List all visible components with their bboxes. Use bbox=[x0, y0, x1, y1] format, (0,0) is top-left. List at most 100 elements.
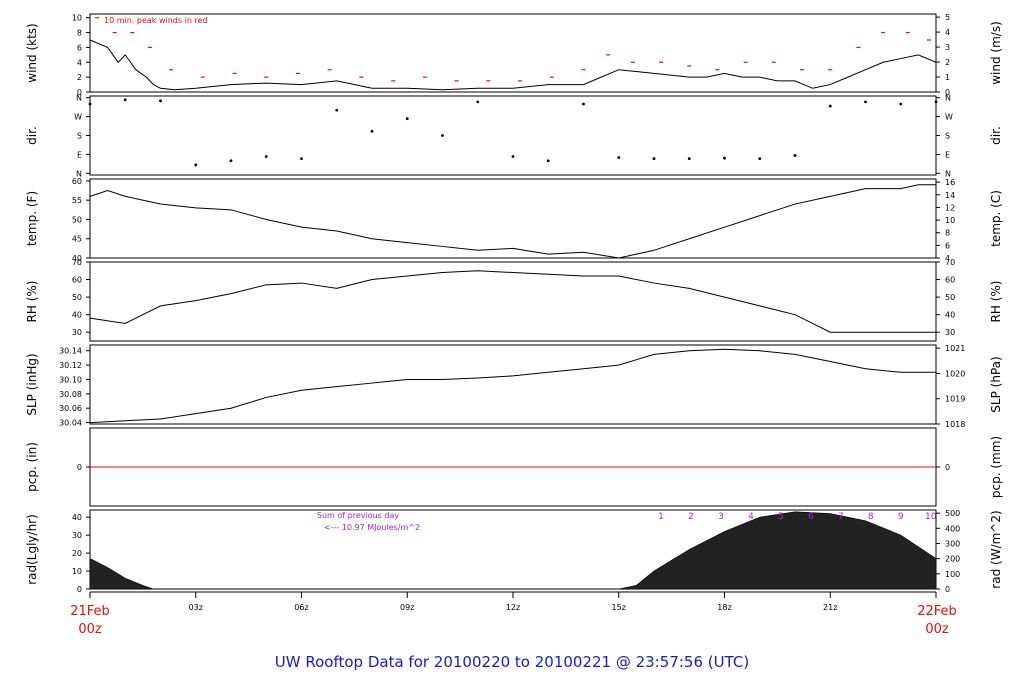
rad-hour-label: 9 bbox=[898, 512, 904, 522]
panel-dir: dir. dir.N NE ES SW WN N bbox=[25, 94, 1003, 179]
rad-area bbox=[89, 511, 937, 590]
tick-label-right: 1018 bbox=[945, 420, 965, 429]
end-label-bottom: 00z bbox=[925, 622, 949, 637]
dir-point bbox=[229, 159, 233, 163]
dir-point bbox=[300, 157, 303, 161]
tick-label-right: 1020 bbox=[945, 369, 965, 378]
rad-hour-label: 8 bbox=[868, 512, 874, 522]
panel-rad: rad(Lgly/hr) rad (W/m^2)01020304001002003… bbox=[25, 509, 1003, 594]
rad-hour-label: 10 bbox=[925, 512, 937, 522]
dir-point bbox=[934, 100, 938, 104]
tick-label-left: 60 bbox=[72, 177, 82, 186]
ylabel-right: dir. bbox=[989, 126, 1003, 145]
tick-label-left: W bbox=[74, 113, 82, 122]
dir-point bbox=[88, 102, 92, 106]
tick-label-left: 40 bbox=[72, 513, 82, 522]
panel-temp: temp. (F) temp. (C) 40 45 50 55 60 4 6 8 10 12 14 16 bbox=[25, 177, 1003, 263]
tick-label-left: 30.14 bbox=[59, 347, 82, 356]
slp-line bbox=[89, 348, 936, 424]
panel-frame bbox=[89, 13, 937, 93]
ylabel-left: RH (%) bbox=[25, 281, 39, 323]
tick-label-right: 100 bbox=[945, 570, 960, 579]
rad-hour-label: 6 bbox=[808, 512, 814, 522]
tick-label-right: 12 bbox=[945, 203, 955, 212]
tick-label-right: 5 bbox=[945, 13, 950, 22]
rh-line bbox=[89, 270, 936, 333]
tick-label-right: 200 bbox=[945, 555, 960, 564]
tick-label-left: 30.06 bbox=[59, 404, 82, 413]
tick-label-right: 8 bbox=[945, 229, 950, 238]
ylabel-right: SLP (hPa) bbox=[989, 356, 1003, 412]
dir-point bbox=[264, 155, 268, 158]
start-label-top: 21Feb bbox=[70, 604, 110, 619]
tick-label-right: 3 bbox=[945, 43, 950, 52]
tick-label-right: 300 bbox=[945, 539, 960, 548]
tick-label-left: 10 bbox=[72, 14, 82, 23]
time-tick-label: 21z bbox=[823, 603, 837, 612]
dir-point bbox=[617, 156, 621, 159]
panel-pcp: pcp. (in) pcp. (mm) 0 0 bbox=[25, 427, 1003, 507]
dir-point bbox=[405, 117, 409, 121]
tick-label-left: 40 bbox=[72, 254, 82, 263]
time-tick-label: 06z bbox=[294, 603, 308, 612]
rad-hour-label: 3 bbox=[718, 512, 724, 522]
tick-label-left: 10 bbox=[72, 567, 82, 576]
ylabel-left: dir. bbox=[25, 126, 39, 145]
tick-label-left: 45 bbox=[72, 235, 82, 244]
panel-frame bbox=[89, 95, 937, 176]
tick-label-left: 30.08 bbox=[59, 390, 82, 399]
tick-label-left: 30 bbox=[72, 328, 82, 337]
dir-point bbox=[441, 134, 444, 137]
start-label-bottom: 00z bbox=[78, 622, 102, 637]
dir-point bbox=[758, 157, 762, 161]
tick-label-left: 30.12 bbox=[59, 361, 82, 370]
dir-point bbox=[723, 156, 726, 160]
tick-label-left: 70 bbox=[72, 258, 82, 267]
dir-point bbox=[511, 155, 515, 158]
dir-point bbox=[370, 129, 374, 133]
tick-label-right: N bbox=[945, 169, 951, 178]
tick-label-left: 0 bbox=[77, 585, 82, 594]
tick-label-right: 4 bbox=[945, 28, 950, 37]
time-tick-label: 09z bbox=[400, 603, 414, 612]
tick-label-left: N bbox=[76, 94, 82, 103]
panel-wind: wind (kts) wind (m/s) 0 2 4 6 8 10 0 1 2 3 4 5 bbox=[25, 13, 1003, 97]
dir-point bbox=[687, 157, 691, 161]
panel-frame bbox=[89, 261, 937, 342]
ylabel-right: wind (m/s) bbox=[989, 21, 1003, 85]
dir-point bbox=[582, 102, 585, 106]
tick-label-left: 50 bbox=[72, 293, 82, 302]
ylabel-right: temp. (C) bbox=[989, 190, 1003, 247]
tick-label-right: 2 bbox=[945, 58, 950, 67]
tick-label-right: 1019 bbox=[945, 395, 965, 404]
dir-point bbox=[546, 159, 550, 163]
temp-line bbox=[89, 184, 936, 259]
ylabel-left: pcp. (in) bbox=[25, 442, 39, 492]
tick-label-right: 50 bbox=[945, 293, 955, 302]
tick-label-right: 0 bbox=[945, 463, 950, 472]
wind-note: 10 min. peak winds in red bbox=[104, 16, 208, 25]
dir-point bbox=[335, 108, 339, 112]
tick-label-right: W bbox=[945, 113, 953, 122]
tick-label-right: 500 bbox=[945, 509, 960, 518]
tick-label-right: 1021 bbox=[945, 344, 965, 353]
dir-point bbox=[123, 98, 127, 102]
panel-frame bbox=[89, 344, 937, 425]
dir-point bbox=[476, 100, 480, 104]
tick-label-right: N bbox=[945, 94, 951, 103]
tick-label-right: 60 bbox=[945, 276, 955, 285]
dir-point bbox=[864, 100, 867, 104]
tick-label-left: 8 bbox=[77, 29, 82, 38]
tick-label-left: E bbox=[77, 150, 82, 159]
time-tick-label: 15z bbox=[612, 603, 626, 612]
rad-hour-label: 4 bbox=[748, 512, 754, 522]
dir-point bbox=[652, 157, 656, 161]
tick-label-left: 4 bbox=[77, 58, 82, 67]
panel-slp: SLP (inHg) SLP (hPa) 30.04 30.06 30.08 30.10 3… bbox=[25, 344, 1003, 429]
tick-label-right: 400 bbox=[945, 524, 960, 533]
tick-label-right: S bbox=[945, 132, 950, 141]
time-tick-label: 12z bbox=[506, 603, 520, 612]
tick-label-left: 0 bbox=[77, 88, 82, 97]
rad-hour-label: 7 bbox=[838, 512, 844, 522]
ylabel-left: wind (kts) bbox=[25, 23, 39, 82]
